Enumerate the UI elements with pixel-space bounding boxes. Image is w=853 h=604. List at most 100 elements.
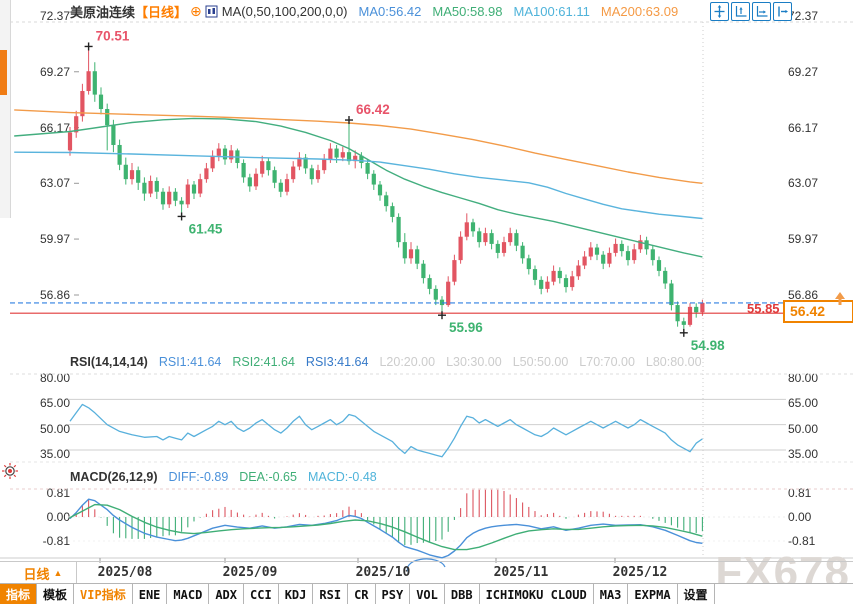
right-axis-label: 65.00: [788, 396, 819, 411]
macd-panel-header: MACD(26,12,9) DIFF:-0.89 DEA:-0.65 MACD:-0…: [70, 470, 377, 484]
price-lines: [10, 302, 783, 314]
ma-value-3: MA200:63.09: [600, 3, 679, 19]
left-axis-label: 35.00: [39, 447, 70, 461]
rsi-level-4: L80:80.00: [645, 355, 702, 369]
pan-icon[interactable]: [710, 2, 729, 21]
toolbar-button-EXPMA[interactable]: EXPMA: [628, 584, 678, 604]
rsi-level-3: L70:70.00: [579, 355, 635, 369]
add-indicator-icon[interactable]: ⊕: [190, 2, 202, 19]
rsi-title: RSI(14,14,14): [70, 355, 148, 369]
macd-title: MACD(26,12,9): [70, 470, 158, 484]
left-axis-label: 0.81: [46, 486, 70, 501]
svg-text:61.45: 61.45: [189, 221, 223, 236]
rsi-level-1: L30:30.00: [446, 355, 502, 369]
period-tag: 【日线】: [135, 4, 188, 20]
panel-gridlines: [0, 15, 853, 563]
macd-value-1: DEA:-0.65: [239, 470, 297, 484]
right-axis-label: 59.97: [788, 232, 819, 247]
date-label-2025/08: 2025/08: [97, 565, 153, 580]
candlestick-series: [67, 49, 705, 329]
chart-toolbar-icons: [710, 2, 792, 21]
right-axis-label: 56.86: [788, 288, 819, 302]
macd-values: DIFF:-0.89 DEA:-0.65 MACD:-0.48: [158, 470, 377, 484]
ma50-line: [14, 117, 703, 258]
scrollbar-thumb[interactable]: [0, 50, 7, 95]
rsi-value-1: RSI2:41.64: [232, 355, 295, 369]
toolbar-button-模板[interactable]: 模板: [37, 584, 75, 604]
toolbar-button-ICHIMOKU CLOUD[interactable]: ICHIMOKU CLOUD: [480, 584, 594, 604]
toolbar-button-设置[interactable]: 设置: [678, 584, 715, 604]
rsi-value-2: RSI3:41.64: [305, 355, 369, 369]
ma-value-2: MA100:61.11: [513, 3, 590, 19]
toolbar-button-MA3[interactable]: MA3: [594, 584, 629, 604]
left-axis-label: 72.37: [39, 9, 70, 23]
left-scrollbar[interactable]: [0, 0, 11, 218]
left-axis-label: 66.17: [39, 120, 70, 135]
right-axis-label: 0.00: [788, 510, 812, 524]
right-axis-label: 69.27: [788, 64, 819, 79]
period-selector-label: 日线: [23, 566, 50, 582]
price-markers: 70.51 61.45 66.42 55.96 54.98: [84, 28, 725, 353]
svg-text:54.98: 54.98: [691, 338, 725, 353]
toolbar-button-DBB[interactable]: DBB: [445, 584, 480, 604]
rsi-value-0: RSI1:41.64: [158, 355, 222, 369]
hot-indicator-icon[interactable]: [1, 462, 19, 480]
chart-type-icon[interactable]: [205, 5, 218, 18]
left-axis-label: -0.81: [42, 533, 70, 548]
rsi-levels: L20:20.00 L30:30.00 L50:50.00 L70:70.00 L80:…: [368, 355, 701, 369]
toolbar-button-ADX[interactable]: ADX: [209, 584, 244, 604]
left-axis-label: 0.00: [46, 510, 70, 524]
right-axis-label: 63.07: [788, 176, 819, 191]
rsi-panel-header: RSI(14,14,14) RSI1:41.64 RSI2:41.64 RSI3:4…: [70, 355, 702, 369]
ma-values: MA0:56.42 MA50:58.98 MA100:61.11 MA200:63.0…: [348, 4, 679, 19]
date-label-2025/11: 2025/11: [493, 565, 549, 580]
svg-text:55.96: 55.96: [449, 320, 483, 335]
rsi-values: RSI1:41.64 RSI2:41.64 RSI3:41.64: [148, 355, 369, 369]
period-selector[interactable]: 日线 ▲: [10, 562, 77, 584]
macd-value-0: DIFF:-0.89: [168, 470, 229, 484]
left-axis-label: 65.00: [39, 396, 70, 411]
toolbar-button-CR[interactable]: CR: [348, 584, 376, 604]
macd-value-2: MACD:-0.48: [307, 470, 377, 484]
ma-value-1: MA50:58.98: [432, 3, 503, 19]
ma200-line: [14, 109, 703, 184]
left-axis-label: 63.07: [39, 176, 70, 191]
current-price-badge: 56.42: [783, 300, 853, 323]
right-axis-label: 66.17: [788, 120, 819, 135]
right-axis-label: 50.00: [788, 421, 819, 436]
toolbar-button-MACD[interactable]: MACD: [167, 584, 210, 604]
svg-text:70.51: 70.51: [96, 28, 130, 43]
indicator-toolbar: 指标 模板 VIP指标 ENE MACD ADX CCI KDJ RSI CR PSY VOL DBB I…: [0, 583, 853, 604]
alert-price-label: 55.85: [747, 301, 780, 316]
toolbar-button-VIP指标[interactable]: VIP指标: [74, 584, 133, 604]
date-label-2025/09: 2025/09: [222, 565, 278, 580]
left-axis-label: 50.00: [39, 421, 70, 436]
rsi-level-2: L50:50.00: [512, 355, 569, 369]
macd-dea-line: [69, 503, 703, 551]
right-axis-label: 72.37: [788, 9, 819, 23]
toolbar-button-VOL[interactable]: VOL: [410, 584, 445, 604]
toolbar-button-KDJ[interactable]: KDJ: [279, 584, 314, 604]
right-axis-label: -0.81: [788, 533, 816, 548]
zoom-y-axis-icon[interactable]: [731, 2, 750, 21]
right-axis-label: 0.81: [788, 486, 812, 501]
toolbar-button-PSY[interactable]: PSY: [376, 584, 411, 604]
svg-text:66.42: 66.42: [356, 102, 390, 117]
toolbar-button-RSI[interactable]: RSI: [313, 584, 349, 604]
date-label-2025/10: 2025/10: [355, 565, 411, 580]
goto-latest-icon[interactable]: [773, 2, 792, 21]
toolbar-button-ENE[interactable]: ENE: [133, 584, 168, 604]
toolbar-button-指标[interactable]: 指标: [0, 584, 38, 604]
latest-price-arrow-icon[interactable]: [832, 291, 848, 312]
rsi-line: [69, 403, 703, 458]
chart-header: 美原油连续 【日线】 ⊕ MA(0,50,100,200,0,0) MA0:56…: [70, 2, 679, 20]
left-axis-label: 69.27: [39, 64, 70, 79]
toolbar-button-CCI[interactable]: CCI: [244, 584, 279, 604]
period-selector-arrow-icon: ▲: [53, 568, 63, 578]
left-axis-label: 59.97: [39, 232, 70, 247]
zoom-x-axis-icon[interactable]: [752, 2, 771, 21]
ma100-line: [14, 151, 703, 220]
rsi-level-0: L20:20.00: [379, 355, 436, 369]
